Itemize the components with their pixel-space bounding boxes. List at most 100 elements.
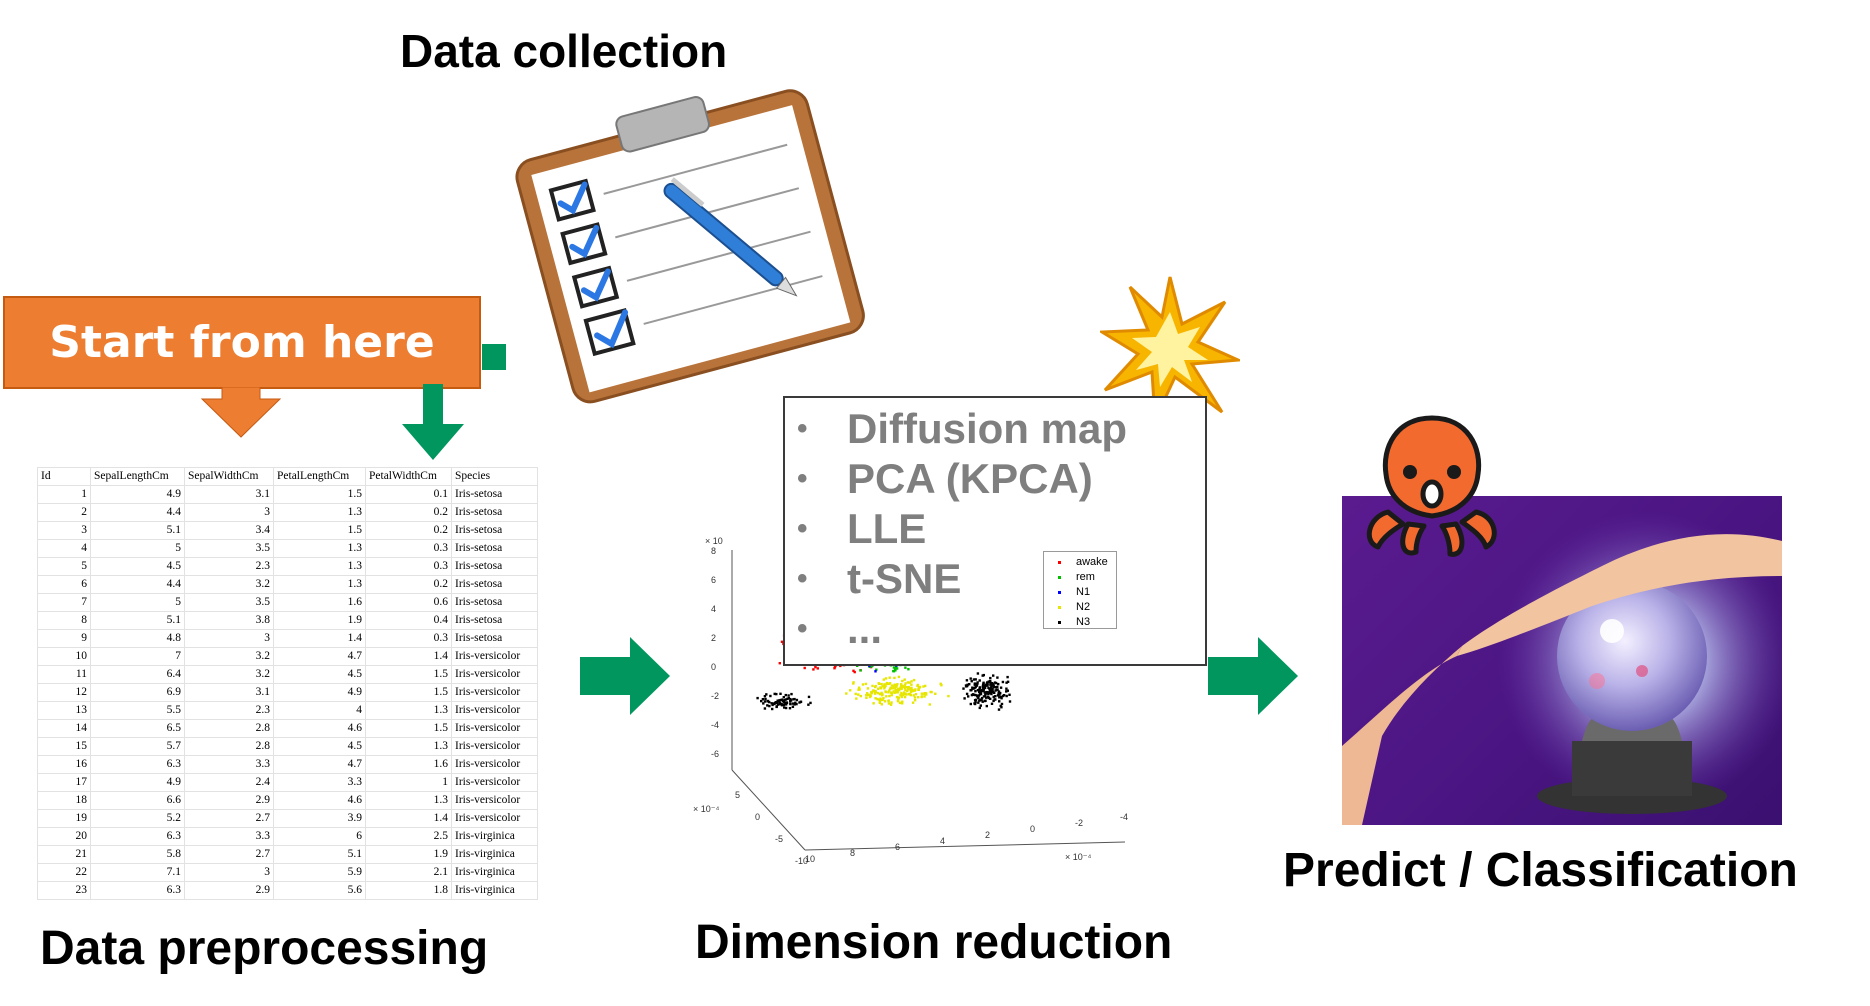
scatter-point	[981, 688, 984, 692]
scatter-point	[888, 689, 891, 692]
legend-entry: N2	[1044, 600, 1116, 615]
table-row: 5 4.5 2.3 1.3 0.3 Iris-setosa	[37, 557, 538, 576]
scatter-point	[999, 691, 1002, 695]
scatter-point	[878, 701, 881, 704]
scatter-point	[917, 686, 920, 689]
table-cell: 5.1	[90, 521, 185, 540]
scatter-point	[891, 687, 894, 690]
scatter-point	[991, 690, 995, 693]
scatter-point	[916, 684, 919, 687]
scatter-point	[887, 682, 891, 685]
scatter-point	[765, 693, 768, 696]
scatter-point	[895, 665, 898, 669]
scatter-point	[870, 691, 873, 694]
z-tick-label: 0	[711, 662, 716, 672]
scatter-point	[992, 699, 995, 703]
table-cell: 1	[365, 773, 452, 792]
table-cell: 1	[37, 485, 91, 504]
scatter-point	[903, 691, 906, 694]
table-cell: 12	[37, 683, 91, 702]
scatter-point	[981, 686, 985, 689]
method-item: • Diffusion map	[797, 404, 1205, 454]
scatter-point	[999, 686, 1003, 689]
scatter-point	[812, 668, 815, 671]
table-cell: 15	[37, 737, 91, 756]
scatter-point	[890, 692, 893, 695]
scatter-point	[903, 678, 906, 681]
table-header-cell: PetalWidthCm	[365, 467, 452, 486]
table-row: 8 5.1 3.8 1.9 0.4 Iris-setosa	[37, 611, 538, 630]
scatter-point	[906, 681, 910, 684]
table-cell: 0.2	[365, 575, 452, 594]
legend-marker	[1058, 561, 1061, 564]
table-cell: 2.3	[184, 557, 274, 576]
scatter-point	[923, 695, 926, 698]
scatter-point	[814, 665, 817, 669]
scatter-point	[892, 666, 896, 669]
scatter-point	[922, 685, 925, 688]
method-item: • LLE	[797, 504, 1205, 554]
table-cell: 6.5	[90, 719, 185, 738]
scatter-point	[792, 702, 795, 705]
x-tick-label: 4	[940, 836, 945, 846]
scatter-point	[965, 692, 969, 696]
table-row: 10 7 3.2 4.7 1.4 Iris-versicolor	[37, 647, 538, 666]
scatter-point	[763, 700, 767, 703]
table-row: 14 6.5 2.8 4.6 1.5 Iris-versicolor	[37, 719, 538, 738]
table-cell: 2	[37, 503, 91, 522]
bullet-icon: •	[797, 412, 808, 445]
arrow-down-icon	[200, 387, 282, 438]
table-row: 19 5.2 2.7 3.9 1.4 Iris-versicolor	[37, 809, 538, 828]
scatter-point	[899, 693, 902, 696]
scatter-point	[778, 662, 781, 665]
scatter-point	[977, 701, 980, 704]
scatter-point	[775, 692, 778, 696]
scatter-point	[990, 692, 993, 696]
table-cell: 4.7	[273, 755, 366, 774]
scatter-point	[1005, 694, 1008, 698]
method-label: ...	[847, 605, 883, 652]
table-row: 7 5 3.5 1.6 0.6 Iris-setosa	[37, 593, 538, 612]
scatter-point	[939, 682, 942, 685]
scatter-point	[900, 695, 903, 699]
scatter-point	[990, 702, 994, 705]
scatter-point	[892, 690, 895, 693]
scatter-point	[914, 693, 918, 696]
z-tick-label: 2	[711, 633, 716, 643]
table-cell: 1.4	[273, 629, 366, 648]
table-cell: 6.9	[90, 683, 185, 702]
table-cell: 6	[37, 575, 91, 594]
method-label: PCA (KPCA)	[847, 455, 1093, 502]
scatter-point	[785, 701, 788, 704]
scatter-point	[771, 703, 774, 707]
scatter-point	[763, 707, 767, 710]
scatter-point	[881, 698, 884, 702]
table-cell: 1.3	[273, 557, 366, 576]
scatter-point	[888, 694, 891, 698]
table-cell: 0.3	[365, 557, 452, 576]
scatter-point	[884, 677, 888, 680]
methods-box: • Diffusion map • PCA (KPCA) • LLE • t-SNE •...	[783, 396, 1207, 666]
scatter-point	[982, 695, 986, 698]
scatter-point	[880, 703, 883, 706]
scatter-point	[969, 689, 972, 692]
scatter-point	[976, 695, 979, 698]
scatter-point	[878, 692, 882, 696]
scatter-point	[904, 692, 907, 695]
table-cell: 2.7	[184, 809, 274, 828]
scatter-point	[793, 697, 796, 701]
scatter-point	[773, 692, 776, 696]
x-tick-label: -2	[1075, 818, 1083, 828]
scatter-point	[803, 666, 806, 670]
scatter-point	[859, 694, 862, 698]
scatter-point	[768, 700, 771, 704]
scatter-point	[987, 680, 990, 683]
scatter-point	[977, 696, 980, 700]
scatter-point	[964, 684, 968, 687]
legend-label: N1	[1076, 586, 1091, 598]
table-cell: 22	[37, 863, 91, 882]
scatter-point	[996, 685, 999, 689]
scatter-point	[920, 692, 923, 695]
scatter-point	[907, 693, 911, 696]
scatter-point	[866, 687, 870, 690]
